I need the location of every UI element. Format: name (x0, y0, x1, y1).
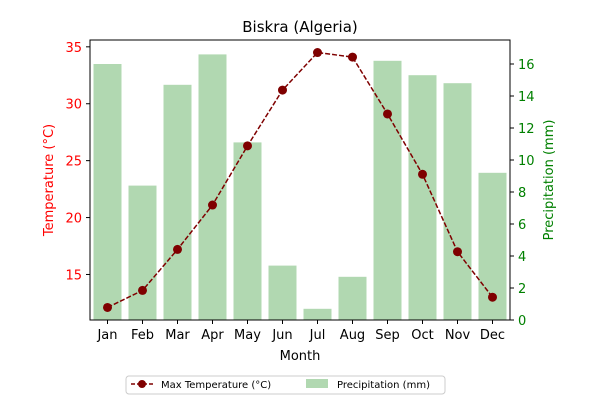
x-tick-label: Sep (375, 328, 400, 343)
x-tick-label: Aug (340, 328, 365, 343)
plot-frame (89, 39, 511, 321)
temperature-point-mar (173, 244, 182, 254)
x-axis-label: Month (280, 349, 321, 364)
y-right-tick-label: 12 (518, 122, 535, 137)
temperature-point-dec (488, 292, 497, 302)
y-left-tick-label: 20 (65, 212, 82, 227)
temperature-point-jun (278, 85, 287, 95)
bar-apr (198, 54, 227, 321)
y-right-tick-label: 0 (518, 314, 526, 329)
x-tick-label: Jun (271, 328, 292, 343)
y-axis-right: 0 2 4 6 8 10 12 14 16 (510, 58, 535, 329)
precipitation-bars (93, 54, 507, 321)
bar-mar (163, 84, 192, 320)
legend-entry-precipitation: Precipitation (mm) (337, 380, 430, 391)
y-right-tick-label: 6 (518, 218, 526, 233)
x-tick-label: May (234, 328, 261, 343)
temperature-line-layer (103, 48, 497, 312)
bar-nov (443, 83, 472, 320)
y-axis-left: 15 20 25 30 35 (65, 41, 90, 283)
y-axis-left-label: Temperature (°C) (42, 124, 57, 237)
y-right-tick-label: 16 (518, 58, 535, 73)
y-left-tick-label: 35 (65, 41, 82, 56)
legend-bar-swatch (306, 379, 328, 388)
bar-may (233, 142, 262, 320)
temperature-point-apr (208, 200, 217, 210)
x-tick-label: Feb (131, 328, 154, 343)
bar-feb (128, 185, 157, 320)
bar-oct (408, 75, 437, 320)
y-left-tick-label: 15 (65, 268, 82, 283)
x-tick-label: Mar (165, 328, 190, 343)
x-tick-label: Dec (480, 328, 505, 343)
y-axis-right-label: Precipitation (mm) (542, 120, 557, 241)
bar-jul (303, 308, 332, 320)
temperature-point-sep (383, 109, 392, 119)
chart-title: Biskra (Algeria) (242, 18, 358, 36)
temperature-point-nov (453, 247, 462, 257)
x-tick-label: Oct (411, 328, 433, 343)
legend: Max Temperature (°C) Precipitation (mm) (125, 375, 446, 395)
y-right-tick-label: 10 (518, 154, 535, 169)
temperature-point-jan (103, 302, 112, 312)
x-tick-label: Nov (445, 328, 471, 343)
temperature-point-feb (138, 285, 147, 295)
x-tick-label: Jan (96, 328, 117, 343)
x-tick-label: Apr (201, 328, 224, 343)
temperature-point-oct (418, 169, 427, 179)
legend-entry-temperature: Max Temperature (°C) (161, 380, 271, 391)
temperature-point-jul (313, 48, 322, 58)
y-left-tick-label: 30 (65, 98, 82, 113)
bar-jun (268, 265, 297, 320)
y-right-tick-label: 8 (518, 186, 526, 201)
x-tick-label: Jul (309, 328, 326, 343)
y-right-tick-label: 2 (518, 282, 526, 297)
legend-marker-swatch (138, 380, 146, 388)
temperature-point-may (243, 141, 252, 151)
bar-aug (338, 276, 367, 320)
bar-jan (93, 64, 122, 320)
x-axis: Jan Feb Mar Apr May Jun Jul Aug Sep Oct Nov Dec (96, 320, 505, 343)
bar-sep (373, 60, 402, 321)
y-right-tick-label: 4 (518, 250, 526, 265)
temperature-point-aug (348, 52, 357, 62)
temperature-line (107, 51, 494, 309)
legend-frame (125, 375, 446, 395)
y-left-tick-label: 25 (65, 155, 82, 170)
y-right-tick-label: 14 (518, 90, 535, 105)
